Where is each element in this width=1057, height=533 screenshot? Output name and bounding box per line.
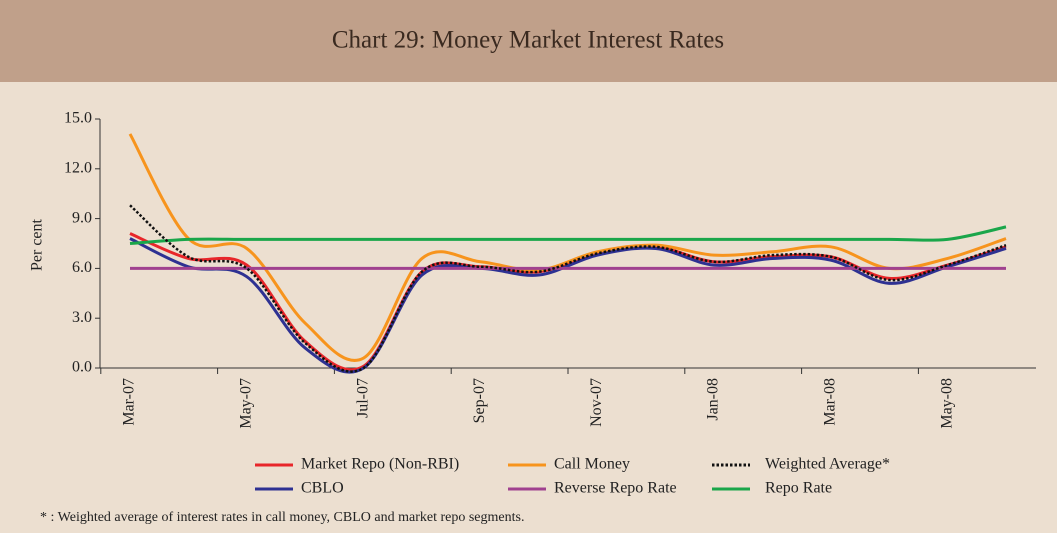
series-line (129, 225, 1007, 245)
y-axis-label: Per cent (29, 218, 46, 271)
y-tick-label: 12.0 (64, 159, 92, 176)
y-tick-label: 3.0 (72, 309, 92, 326)
y-tick-label: 0.0 (72, 359, 92, 376)
legend-label: Market Repo (Non-RBI) (301, 456, 459, 473)
x-tick-label: Jul-07 (354, 378, 371, 418)
x-tick-label: May-08 (938, 378, 955, 429)
legend-label: CBLO (301, 480, 344, 497)
legend-label: Reverse Repo Rate (554, 480, 677, 497)
x-tick-label: Mar-08 (821, 378, 838, 426)
series-line (129, 232, 1007, 372)
legend-label: Call Money (554, 456, 630, 473)
x-tick-label: Nov-07 (588, 378, 605, 427)
x-tick-label: May-07 (237, 378, 254, 429)
y-tick-label: 15.0 (64, 110, 92, 127)
y-tick-label: 9.0 (72, 209, 92, 226)
series-line (129, 204, 1007, 373)
legend-label: Weighted Average* (765, 456, 890, 473)
x-tick-label: Mar-07 (121, 378, 138, 426)
series-line (128, 133, 1007, 362)
footnote: * : Weighted average of interest rates i… (40, 510, 524, 525)
series-line (129, 237, 1007, 374)
title-band (0, 0, 1057, 82)
legend-label: Repo Rate (765, 480, 832, 497)
x-tick-label: Sep-07 (471, 378, 488, 423)
y-tick-label: 6.0 (72, 259, 92, 276)
x-tick-label: Jan-08 (705, 378, 722, 421)
chart-title: Chart 29: Money Market Interest Rates (332, 27, 724, 54)
